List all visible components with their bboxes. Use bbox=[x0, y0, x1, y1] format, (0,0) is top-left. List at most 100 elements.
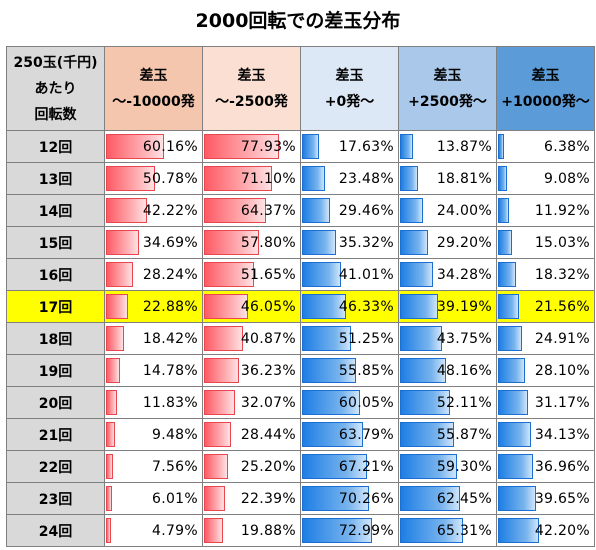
data-bar bbox=[106, 326, 124, 351]
cell-value: 59.30% bbox=[436, 459, 492, 475]
table-cell: 36.96% bbox=[496, 450, 595, 483]
cell-value: 15.03% bbox=[534, 235, 590, 251]
cell-value: 70.26% bbox=[338, 491, 394, 507]
table-row: 20回 11.83% 32.07% 60.05% 52.11% 31.17% bbox=[6, 386, 595, 419]
cell-value: 35.32% bbox=[338, 235, 394, 251]
data-bar bbox=[204, 390, 235, 415]
table-cell: 9.48% bbox=[104, 418, 203, 451]
row-label: 14回 bbox=[6, 194, 105, 227]
row-label: 22回 bbox=[6, 450, 105, 483]
table-cell: 55.85% bbox=[300, 354, 399, 387]
cell-value: 46.05% bbox=[240, 299, 296, 315]
distribution-table: 250玉(千円) あたり 回転数 差玉 〜-10000発 差玉 〜-2500発 … bbox=[6, 46, 595, 547]
cell-value: 63.79% bbox=[338, 427, 394, 443]
cell-value: 18.32% bbox=[534, 267, 590, 283]
cell-value: 24.91% bbox=[534, 331, 590, 347]
cell-value: 28.24% bbox=[142, 267, 198, 283]
table-cell: 42.22% bbox=[104, 194, 203, 227]
data-bar bbox=[498, 454, 534, 479]
data-bar bbox=[204, 230, 260, 255]
table-cell: 72.99% bbox=[300, 514, 399, 547]
cell-value: 34.69% bbox=[142, 235, 198, 251]
table-cell: 63.79% bbox=[300, 418, 399, 451]
table-cell: 17.63% bbox=[300, 130, 399, 163]
table-cell: 29.46% bbox=[300, 194, 399, 227]
cell-value: 21.56% bbox=[534, 299, 590, 315]
cell-value: 43.75% bbox=[436, 331, 492, 347]
row-label: 15回 bbox=[6, 226, 105, 259]
data-bar bbox=[498, 166, 507, 191]
header-row: 250玉(千円) あたり 回転数 差玉 〜-10000発 差玉 〜-2500発 … bbox=[6, 46, 595, 131]
table-cell: 70.26% bbox=[300, 482, 399, 515]
data-bar bbox=[106, 294, 128, 319]
table-cell: 4.79% bbox=[104, 514, 203, 547]
data-bar bbox=[106, 390, 118, 415]
data-bar bbox=[498, 486, 537, 511]
data-bar bbox=[400, 294, 438, 319]
table-cell: 24.91% bbox=[496, 322, 595, 355]
data-bar bbox=[498, 230, 513, 255]
data-bar bbox=[204, 518, 224, 543]
cell-value: 36.96% bbox=[534, 459, 590, 475]
data-bar bbox=[302, 326, 352, 351]
cell-value: 22.39% bbox=[240, 491, 296, 507]
cell-value: 13.87% bbox=[436, 139, 492, 155]
data-bar bbox=[302, 518, 373, 543]
data-bar bbox=[498, 422, 531, 447]
row-label: 18回 bbox=[6, 322, 105, 355]
table-cell: 11.92% bbox=[496, 194, 595, 227]
table-cell: 67.21% bbox=[300, 450, 399, 483]
data-bar bbox=[106, 422, 116, 447]
data-bar bbox=[302, 198, 331, 223]
table-cell: 48.16% bbox=[398, 354, 497, 387]
data-bar bbox=[498, 134, 505, 159]
table-cell: 77.93% bbox=[202, 130, 301, 163]
cell-value: 57.80% bbox=[240, 235, 296, 251]
table-row: 21回 9.48% 28.44% 63.79% 55.87% 34.13% bbox=[6, 418, 595, 451]
table-cell: 34.28% bbox=[398, 258, 497, 291]
table-cell: 7.56% bbox=[104, 450, 203, 483]
table-cell: 22.39% bbox=[202, 482, 301, 515]
cell-value: 11.92% bbox=[534, 203, 590, 219]
table-cell: 31.17% bbox=[496, 386, 595, 419]
cell-value: 55.85% bbox=[338, 363, 394, 379]
table-cell: 32.07% bbox=[202, 386, 301, 419]
cell-value: 6.38% bbox=[544, 139, 590, 155]
cell-value: 67.21% bbox=[338, 459, 394, 475]
table-cell: 41.01% bbox=[300, 258, 399, 291]
cell-value: 48.16% bbox=[436, 363, 492, 379]
table-row: 14回 42.22% 64.37% 29.46% 24.00% 11.92% bbox=[6, 194, 595, 227]
cell-value: 51.65% bbox=[240, 267, 296, 283]
data-bar bbox=[400, 390, 451, 415]
table-cell: 35.32% bbox=[300, 226, 399, 259]
data-bar bbox=[204, 198, 266, 223]
data-bar bbox=[400, 518, 463, 543]
data-bar bbox=[106, 358, 121, 383]
row-label: 16回 bbox=[6, 258, 105, 291]
data-bar bbox=[302, 262, 342, 287]
data-bar bbox=[106, 198, 147, 223]
table-cell: 9.08% bbox=[496, 162, 595, 195]
cell-value: 29.46% bbox=[338, 203, 394, 219]
data-bar bbox=[400, 166, 419, 191]
cell-value: 14.78% bbox=[142, 363, 198, 379]
cell-value: 39.65% bbox=[534, 491, 590, 507]
cell-value: 55.87% bbox=[436, 427, 492, 443]
data-bar bbox=[204, 326, 244, 351]
table-cell: 15.03% bbox=[496, 226, 595, 259]
data-bar bbox=[302, 454, 367, 479]
cell-value: 17.63% bbox=[338, 139, 394, 155]
cell-value: 29.20% bbox=[436, 235, 492, 251]
cell-value: 18.81% bbox=[436, 171, 492, 187]
row-label: 12回 bbox=[6, 130, 105, 163]
cell-value: 7.56% bbox=[152, 459, 198, 475]
row-label: 21回 bbox=[6, 418, 105, 451]
table-cell: 39.19% bbox=[398, 290, 497, 323]
table-cell: 34.69% bbox=[104, 226, 203, 259]
table-cell: 24.00% bbox=[398, 194, 497, 227]
cell-value: 19.88% bbox=[240, 523, 296, 539]
row-label: 13回 bbox=[6, 162, 105, 195]
table-cell: 28.10% bbox=[496, 354, 595, 387]
cell-value: 40.87% bbox=[240, 331, 296, 347]
spin-rate-header: 250玉(千円) あたり 回転数 bbox=[6, 46, 105, 131]
